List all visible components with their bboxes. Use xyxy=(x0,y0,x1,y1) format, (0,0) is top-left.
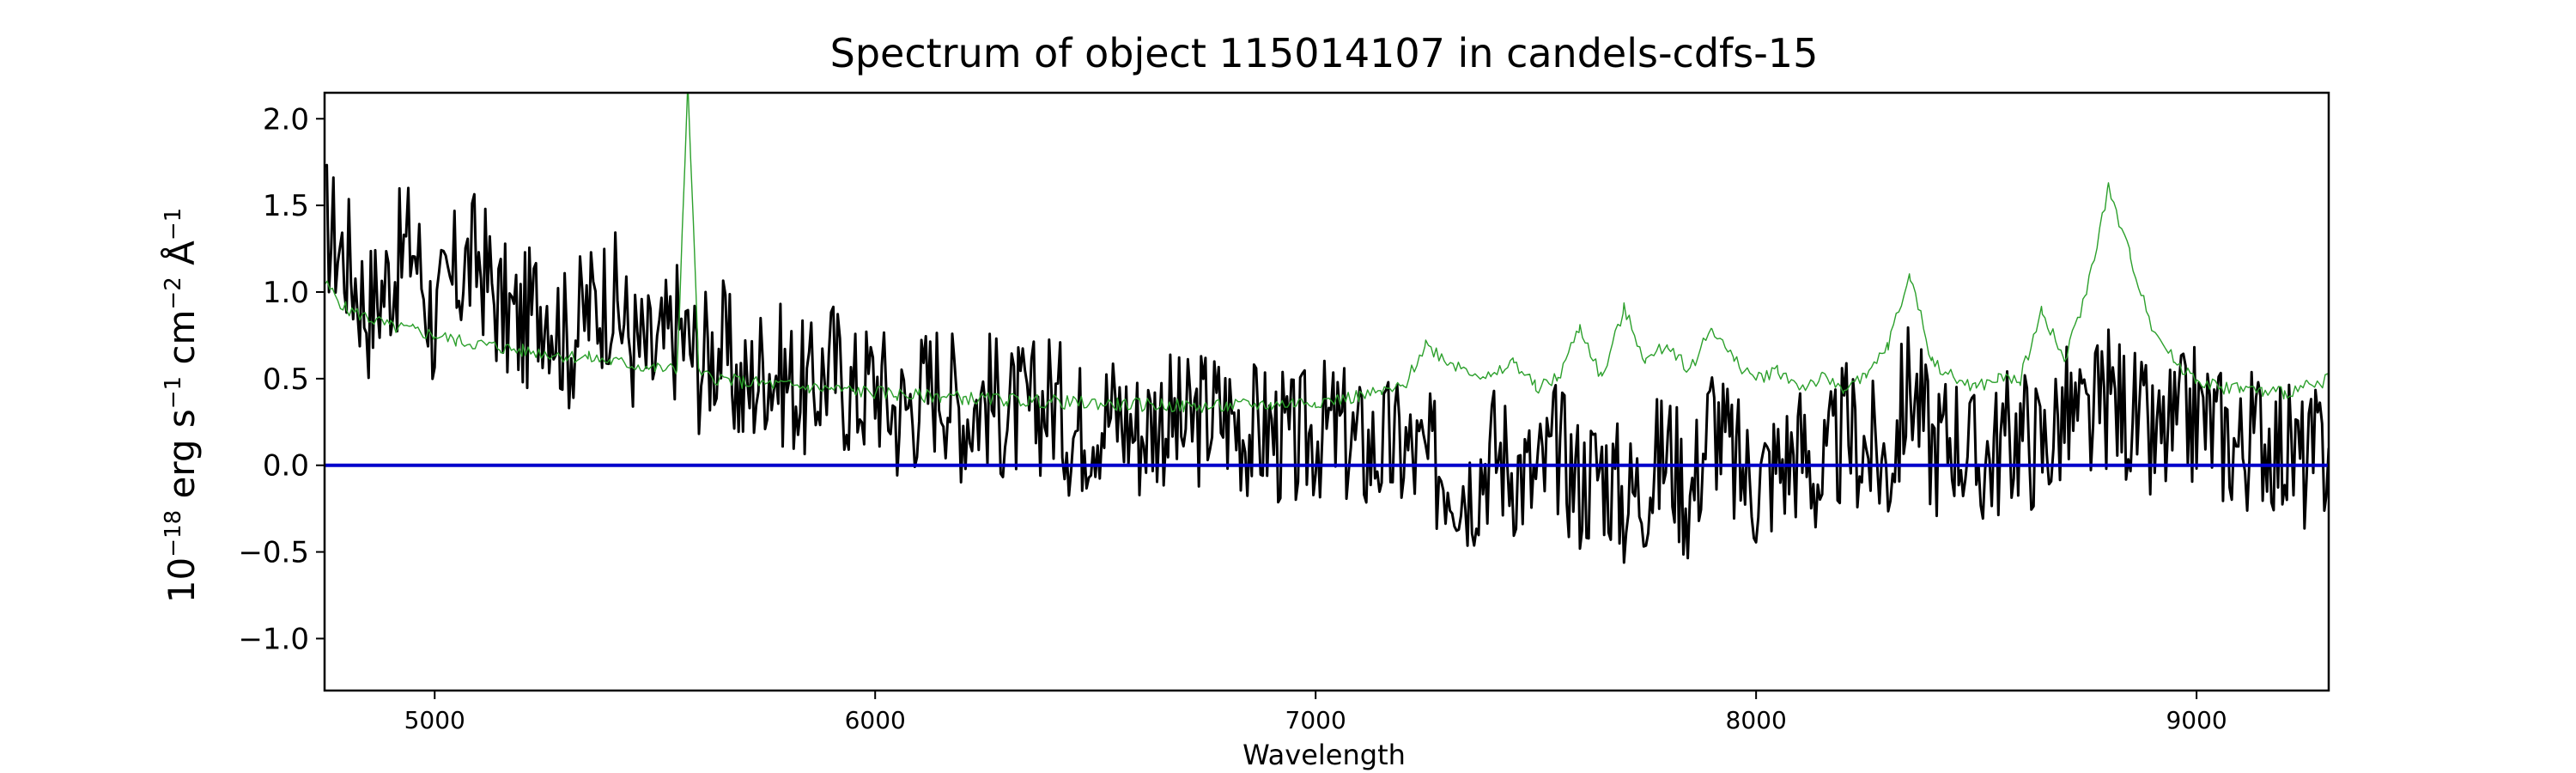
chart-title: Spectrum of object 115014107 in candels-… xyxy=(830,30,1819,76)
plot-area xyxy=(325,93,2329,564)
axis-ticks: 5000 6000 7000 8000 9000 −1.0 −0.5 0.0 0.5 1.0 1.5… xyxy=(238,102,2227,734)
y-tick-label: 1.5 xyxy=(263,189,309,223)
y-tick-label: 0.0 xyxy=(263,449,309,484)
y-tick-label: −1.0 xyxy=(238,622,309,656)
error-series-line xyxy=(325,93,2329,413)
x-tick-label: 9000 xyxy=(2166,706,2227,734)
plot-frame xyxy=(323,91,2330,692)
x-axis-label: Wavelength xyxy=(1242,739,1406,771)
x-tick-label: 6000 xyxy=(845,706,906,734)
y-tick-label: 2.0 xyxy=(263,102,309,137)
flux-series-line xyxy=(325,163,2329,564)
y-tick-label: 1.0 xyxy=(263,276,309,310)
x-tick-label: 5000 xyxy=(404,706,465,734)
x-tick-label: 8000 xyxy=(1726,706,1787,734)
y-tick-label: 0.5 xyxy=(263,362,309,397)
x-tick-label: 7000 xyxy=(1285,706,1346,734)
y-axis-label: 10−18 erg s−1 cm−2 Å−1 xyxy=(160,208,203,603)
y-tick-label: −0.5 xyxy=(238,536,309,570)
